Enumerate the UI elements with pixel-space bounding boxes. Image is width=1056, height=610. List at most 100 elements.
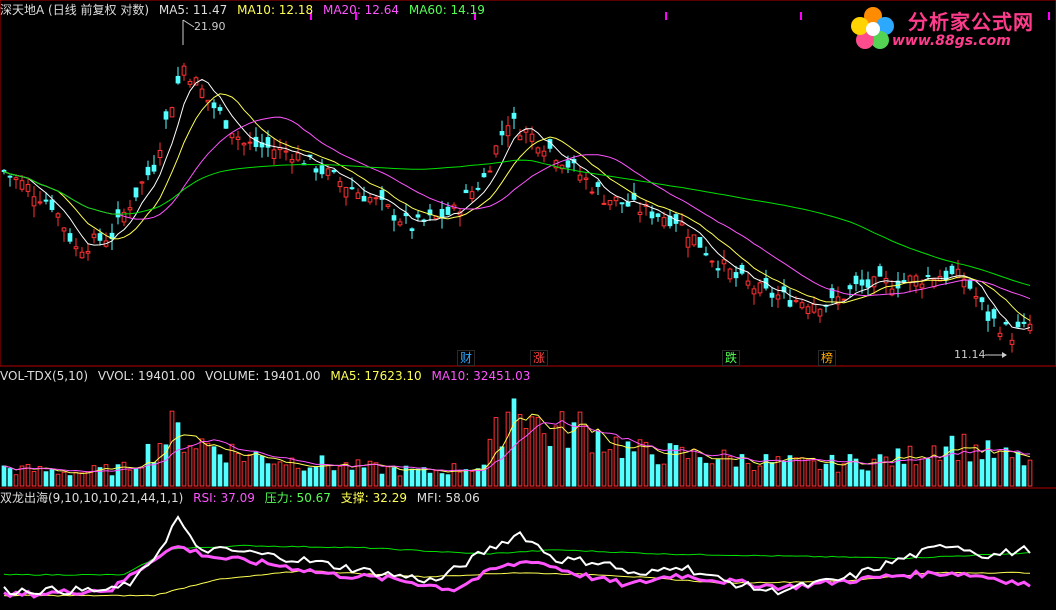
volume-bar [19, 465, 25, 487]
candle-body [793, 299, 799, 303]
event-marker-zhang[interactable]: 涨 [530, 350, 549, 366]
candle-body [1015, 321, 1021, 328]
pressure-value: 压力: 50.67 [264, 491, 331, 505]
volume-bar [721, 449, 727, 487]
candle-body [505, 125, 511, 137]
candle-body [385, 204, 391, 208]
volume-bar [979, 459, 985, 487]
candle-body [439, 209, 445, 219]
volume-bar [895, 448, 901, 487]
event-marker-bang[interactable]: 榜 [818, 350, 837, 366]
low-price-label: 11.14 [954, 348, 986, 361]
volume-bar [313, 466, 319, 487]
candle-body [529, 133, 535, 142]
volume-bar [577, 411, 583, 487]
candle-body [247, 141, 253, 144]
candle-body [235, 136, 241, 141]
volume-bar [211, 446, 217, 487]
volume-bar [541, 433, 547, 487]
volume-bar [811, 460, 817, 487]
candle-body [325, 168, 331, 176]
flower-icon [851, 7, 894, 49]
candle-body [289, 159, 295, 163]
volume-bar [529, 416, 535, 487]
candle-body [847, 285, 853, 290]
candle-body [493, 145, 499, 155]
volume-bar [295, 467, 301, 487]
volume-bar [763, 454, 769, 487]
candle-body [871, 276, 877, 288]
volume-bar [505, 411, 511, 487]
volume-bar [769, 462, 775, 487]
volume-bar [259, 455, 265, 487]
volume-bar [277, 461, 283, 487]
candle-body [619, 202, 625, 205]
candle-body [715, 268, 721, 271]
volume-bar [523, 428, 529, 487]
candle-body [91, 233, 97, 239]
volume-bar [631, 451, 637, 487]
main-header: 深天地A (日线 前复权 对数) MA5: 11.47 MA10: 12.18 … [0, 2, 491, 18]
volume-bar [637, 439, 643, 487]
candle-body [961, 278, 967, 288]
candle-body [331, 169, 337, 173]
top-marker [1048, 12, 1050, 20]
candle-body [817, 308, 823, 317]
volume-bar [97, 467, 103, 487]
candle-body [409, 228, 415, 232]
volume-bar [121, 461, 127, 487]
volume-bar [967, 461, 973, 487]
event-marker-die[interactable]: 跌 [722, 350, 741, 366]
volume-bar [91, 465, 97, 487]
candle-body [199, 88, 205, 98]
volume-bar [937, 459, 943, 487]
candle-body [745, 280, 751, 286]
candle-body [55, 213, 61, 218]
volume-bar [841, 463, 847, 487]
volume-bar [343, 462, 349, 487]
volume-bar [361, 467, 367, 487]
candle-body [475, 187, 481, 190]
top-marker [474, 12, 476, 20]
volume-bar [955, 460, 961, 487]
rsi-value: RSI: 37.09 [193, 491, 255, 505]
volume-bar [511, 398, 517, 487]
top-marker [665, 12, 667, 20]
candle-body [985, 311, 991, 321]
ma60-line [3, 159, 1031, 286]
candle-body [175, 75, 181, 84]
volume-bar [373, 462, 379, 487]
candle-body [229, 133, 235, 139]
volume-bar [73, 471, 79, 487]
candle-body [835, 296, 841, 305]
candle-body [919, 283, 925, 289]
candle-body [787, 300, 793, 307]
volume-bar [1027, 459, 1033, 487]
candle-body [19, 180, 25, 190]
candle-body [31, 196, 37, 207]
candle-body [517, 135, 523, 141]
site-logo[interactable]: 分析家公式网 www.88gs.com [848, 4, 1048, 52]
event-marker-cai[interactable]: 财 [457, 350, 476, 366]
volume-bar [229, 443, 235, 487]
candle-body [25, 183, 31, 192]
volume-bar [1021, 465, 1027, 487]
volume-bar [403, 465, 409, 487]
candle-body [85, 250, 91, 254]
volume-bar [733, 466, 739, 487]
volume-bar [691, 448, 697, 487]
volume-bar [535, 416, 541, 487]
candle-body [781, 286, 787, 293]
volume-bar [157, 442, 163, 487]
mfi-value: MFI: 58.06 [416, 491, 480, 505]
volume-bar [991, 457, 997, 487]
candle-body [1003, 322, 1009, 325]
volume-bar [757, 465, 763, 487]
candle-body [97, 233, 103, 241]
volume-bar [163, 444, 169, 487]
candle-body [265, 137, 271, 148]
volume-bar [187, 445, 193, 487]
candle-body [649, 211, 655, 219]
candle-body [607, 199, 613, 206]
